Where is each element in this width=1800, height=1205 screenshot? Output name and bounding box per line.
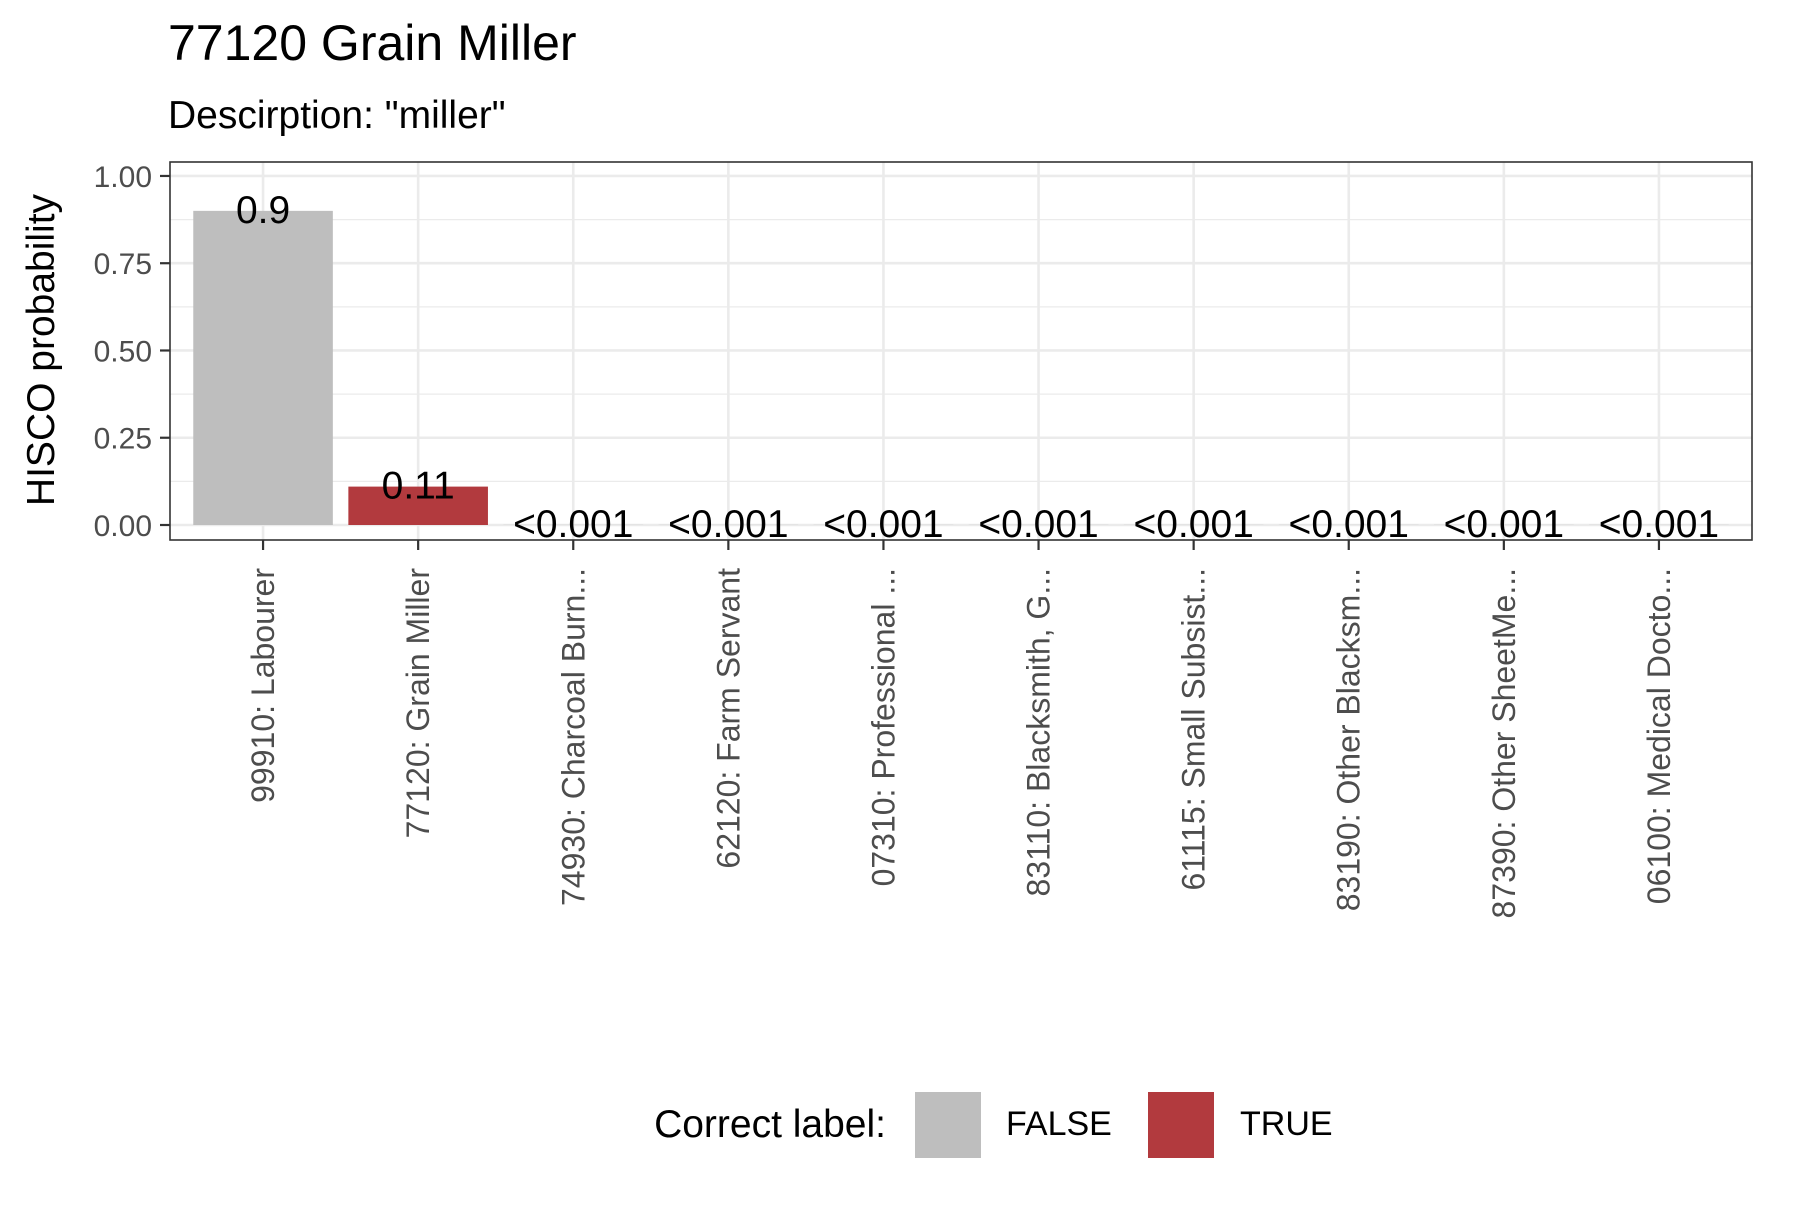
x-tick-label: 83110: Blacksmith, G...	[1021, 568, 1057, 896]
legend-title: Correct label:	[654, 1103, 886, 1146]
data-label-0: 0.9	[236, 189, 290, 232]
x-tick-label: 62120: Farm Servant	[710, 568, 746, 869]
chart-title: 77120 Grain Miller	[168, 15, 577, 71]
chart-subtitle: Descirption: "miller"	[168, 94, 506, 137]
y-tick-label: 0.75	[94, 248, 152, 281]
data-label-1: 0.11	[382, 465, 455, 508]
legend-label-true: TRUE	[1240, 1105, 1333, 1143]
bar-0	[193, 211, 333, 525]
x-tick-label: 06100: Medical Docto...	[1641, 568, 1677, 904]
legend-label-false: FALSE	[1006, 1105, 1112, 1143]
y-tick-label: 0.00	[94, 510, 152, 543]
x-tick-label: 83190: Other Blacksm...	[1331, 568, 1367, 911]
y-axis-title: HISCO probability	[20, 193, 63, 506]
y-axis: 0.00 0.25 0.50 0.75 1.00	[94, 161, 170, 543]
x-tick-label: 07310: Professional ...	[865, 568, 901, 886]
legend-swatch-true	[1148, 1092, 1214, 1158]
x-tick-label: 87390: Other SheetMe...	[1486, 568, 1522, 918]
y-tick-label: 1.00	[94, 161, 152, 194]
x-tick-label: 77120: Grain Miller	[400, 568, 436, 839]
x-tick-label: 99910: Labourer	[245, 568, 281, 803]
x-axis: 99910: Labourer 77120: Grain Miller 74930:…	[245, 540, 1677, 918]
legend-swatch-false	[915, 1092, 981, 1158]
x-tick-label: 61115: Small Subsist...	[1176, 568, 1212, 891]
y-tick-label: 0.50	[94, 335, 152, 368]
x-tick-label: 74930: Charcoal Burn...	[555, 568, 591, 906]
legend: Correct label: FALSE TRUE	[654, 1092, 1333, 1158]
y-tick-label: 0.25	[94, 423, 152, 456]
